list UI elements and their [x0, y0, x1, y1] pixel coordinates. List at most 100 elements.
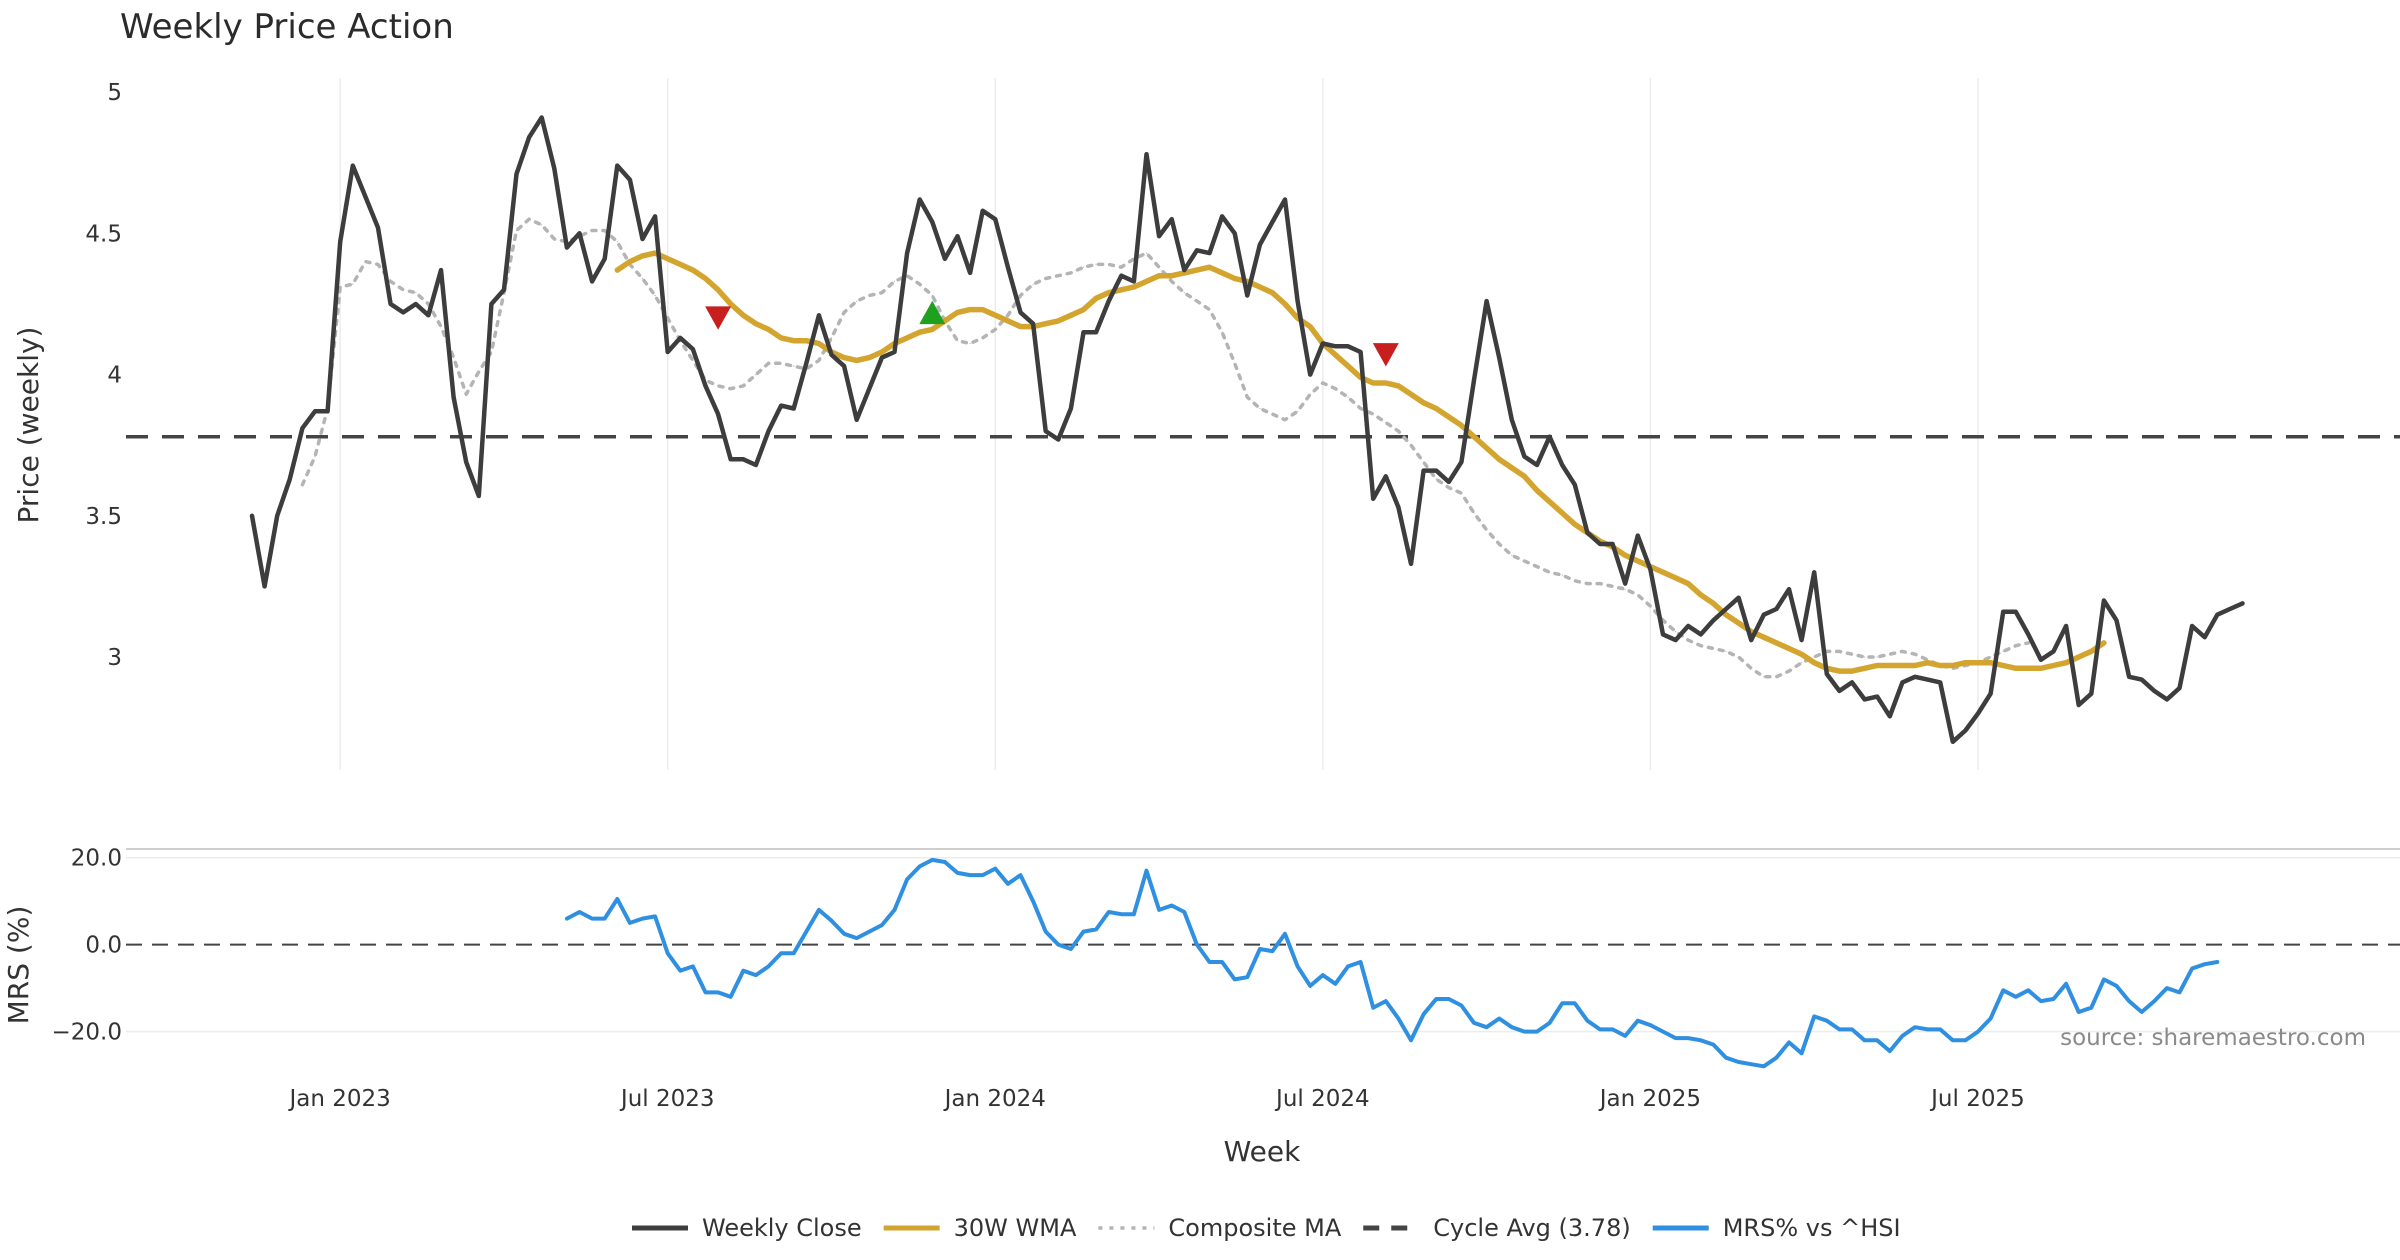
- data-point-composite-ma: [402, 289, 404, 291]
- data-point-30w-wma: [1775, 642, 1777, 644]
- data-point-mrs-vs-hsi: [1763, 1065, 1765, 1067]
- data-point-mrs-vs-hsi: [1284, 933, 1286, 935]
- data-point-weekly-close: [919, 198, 921, 201]
- data-point-weekly-close: [490, 303, 492, 305]
- data-point-mrs-vs-hsi: [1486, 1026, 1488, 1028]
- data-point-mrs-vs-hsi: [1057, 944, 1059, 946]
- data-point-weekly-close: [1032, 323, 1034, 325]
- data-point-composite-ma: [1574, 580, 1576, 582]
- data-point-mrs-vs-hsi: [1423, 1013, 1425, 1015]
- data-point-composite-ma: [1813, 656, 1815, 658]
- data-point-composite-ma: [1775, 676, 1777, 678]
- price-panel: Price (weekly) 3 3.5 4 4.5 5: [12, 78, 2400, 770]
- data-point-composite-ma: [868, 294, 870, 297]
- data-point-weekly-close: [1687, 625, 1689, 627]
- data-point-weekly-close: [1082, 331, 1085, 333]
- data-point-composite-ma: [364, 261, 366, 263]
- data-point-composite-ma: [1763, 676, 1765, 678]
- data-point-30w-wma: [1990, 662, 1992, 664]
- data-point-composite-ma: [780, 362, 782, 364]
- data-point-mrs-vs-hsi: [1511, 1026, 1513, 1028]
- data-point-30w-wma: [667, 258, 669, 260]
- data-point-weekly-close: [289, 478, 291, 480]
- data-point-composite-ma: [339, 286, 341, 288]
- data-point-30w-wma: [1082, 309, 1085, 311]
- data-point-weekly-close: [578, 232, 581, 234]
- data-point-composite-ma: [717, 385, 719, 387]
- data-point-weekly-close: [1007, 266, 1009, 268]
- data-point-composite-ma: [1435, 478, 1437, 480]
- data-point-mrs-vs-hsi: [1410, 1039, 1412, 1041]
- data-point-weekly-close: [818, 314, 820, 316]
- legend-label: MRS% vs ^HSI: [1723, 1214, 1901, 1242]
- data-point-weekly-close: [1410, 563, 1412, 565]
- data-point-mrs-vs-hsi: [805, 931, 807, 933]
- data-point-composite-ma: [1700, 645, 1702, 647]
- x-tick-label: Jan 2024: [943, 1086, 1046, 1112]
- data-point-mrs-vs-hsi: [604, 918, 606, 920]
- data-point-composite-ma: [1309, 393, 1311, 395]
- data-point-30w-wma: [1675, 577, 1677, 579]
- data-point-30w-wma: [1133, 286, 1135, 288]
- data-point-composite-ma: [767, 362, 770, 364]
- series-mrs-vs-hsi: [564, 857, 2220, 1069]
- data-point-mrs-vs-hsi: [730, 996, 732, 998]
- data-point-mrs-vs-hsi: [1372, 1007, 1374, 1009]
- data-point-composite-ma: [1637, 594, 1639, 596]
- data-point-30w-wma: [679, 263, 681, 265]
- data-point-composite-ma: [1662, 619, 1664, 621]
- data-point-30w-wma: [1397, 385, 1399, 387]
- data-point-composite-ma: [1473, 512, 1475, 514]
- x-axis-ticks: Jan 2023 Jul 2023 Jan 2024 Jul 2024 Jan 2025…: [288, 1086, 2025, 1112]
- data-point-weekly-close: [1700, 633, 1702, 636]
- data-point-30w-wma: [2078, 656, 2080, 658]
- data-point-mrs-vs-hsi: [1851, 1028, 1853, 1030]
- data-point-30w-wma: [1196, 269, 1198, 271]
- mrs-y-tick-label: −20.0: [52, 1020, 122, 1046]
- data-point-weekly-close: [692, 348, 694, 350]
- data-point-weekly-close: [427, 314, 429, 316]
- data-point-mrs-vs-hsi: [1070, 948, 1072, 950]
- data-point-composite-ma: [314, 455, 316, 458]
- data-point-30w-wma: [2090, 650, 2092, 653]
- x-tick-label: Jan 2025: [1598, 1086, 1701, 1112]
- data-point-composite-ma: [881, 292, 883, 294]
- data-point-mrs-vs-hsi: [1334, 983, 1336, 985]
- data-point-composite-ma: [843, 311, 845, 313]
- data-point-composite-ma: [1612, 585, 1614, 588]
- data-point-composite-ma: [1889, 653, 1891, 655]
- data-point-mrs-vs-hsi: [1675, 1037, 1677, 1039]
- buy-signal-marker: [919, 300, 946, 325]
- data-point-30w-wma: [730, 303, 732, 305]
- data-point-composite-ma: [1271, 413, 1273, 415]
- data-point-weekly-close: [402, 311, 404, 313]
- data-point-30w-wma: [931, 328, 933, 330]
- data-point-30w-wma: [1271, 292, 1273, 294]
- data-point-composite-ma: [1675, 631, 1677, 633]
- data-point-mrs-vs-hsi: [2027, 989, 2029, 991]
- data-point-mrs-vs-hsi: [1435, 998, 1437, 1000]
- data-point-weekly-close: [1070, 407, 1072, 410]
- data-point-weekly-close: [994, 218, 996, 220]
- data-point-weekly-close: [616, 165, 618, 167]
- data-point-30w-wma: [944, 320, 946, 322]
- data-point-30w-wma: [982, 309, 984, 311]
- data-point-30w-wma: [1977, 662, 1979, 664]
- data-point-30w-wma: [2002, 664, 2004, 667]
- price-y-tick-label: 4.5: [85, 221, 122, 247]
- data-point-mrs-vs-hsi: [2015, 996, 2017, 998]
- data-point-composite-ma: [2027, 642, 2029, 644]
- data-point-30w-wma: [1435, 407, 1437, 410]
- data-point-weekly-close: [793, 407, 795, 410]
- data-point-mrs-vs-hsi: [1700, 1039, 1702, 1041]
- data-point-30w-wma: [1838, 670, 1840, 672]
- data-point-weekly-close: [1864, 698, 1866, 701]
- data-point-mrs-vs-hsi: [893, 909, 896, 911]
- data-point-weekly-close: [415, 303, 417, 305]
- data-point-30w-wma: [818, 342, 820, 345]
- data-point-composite-ma: [1536, 566, 1538, 568]
- data-point-30w-wma: [1549, 501, 1551, 503]
- data-point-weekly-close: [1486, 300, 1488, 302]
- data-point-weekly-close: [1738, 597, 1740, 599]
- data-point-weekly-close: [2229, 608, 2231, 610]
